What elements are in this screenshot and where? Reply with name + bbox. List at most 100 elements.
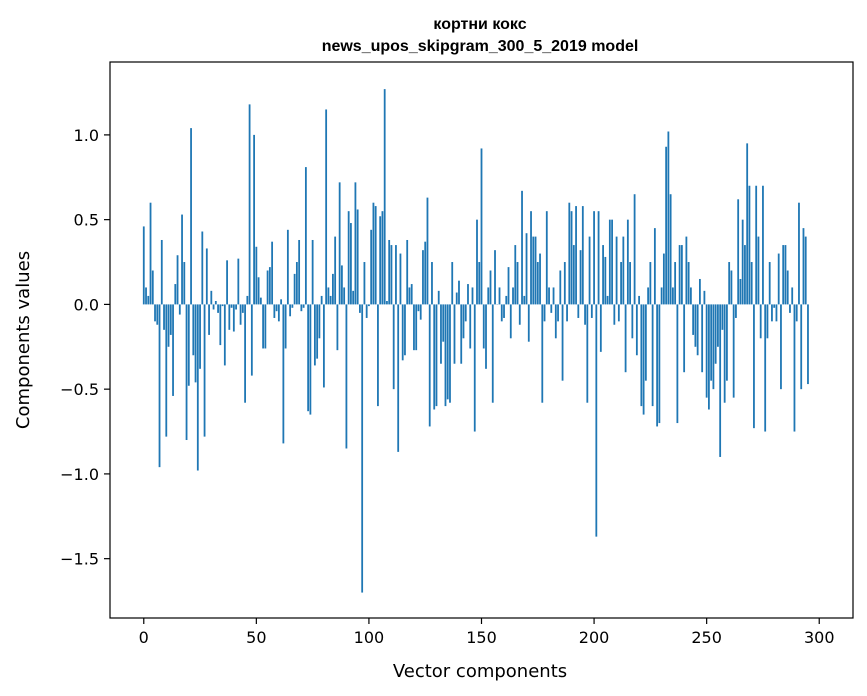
- x-tick-label: 250: [691, 628, 722, 647]
- bar: [597, 211, 600, 305]
- bar: [165, 304, 168, 437]
- bar: [487, 287, 490, 305]
- bar: [237, 258, 240, 305]
- bar: [604, 256, 607, 305]
- bar: [372, 202, 375, 305]
- bar: [327, 287, 330, 305]
- chart-title-line-1: кортни кокс: [433, 16, 526, 33]
- bar: [417, 304, 420, 312]
- y-axis-label: Components values: [13, 251, 34, 429]
- bar: [154, 304, 156, 322]
- bar: [687, 262, 690, 305]
- bar: [424, 241, 427, 305]
- bar: [485, 304, 487, 369]
- bar-series: [142, 89, 809, 593]
- bar: [217, 304, 219, 313]
- bar: [807, 304, 809, 385]
- bar: [399, 253, 402, 305]
- bar: [275, 304, 278, 312]
- bar: [302, 304, 305, 308]
- bar: [568, 202, 571, 305]
- bar: [437, 290, 440, 305]
- bar: [386, 301, 388, 305]
- bar: [313, 304, 316, 366]
- x-tick-label: 200: [579, 628, 610, 647]
- bar: [498, 287, 501, 305]
- bar: [282, 304, 285, 444]
- bar: [525, 233, 528, 305]
- bar: [656, 304, 659, 427]
- bar: [289, 304, 292, 317]
- bar: [210, 290, 213, 305]
- bar: [268, 267, 271, 305]
- bar: [480, 148, 483, 305]
- bar: [653, 228, 656, 305]
- bar: [611, 219, 613, 305]
- bar: [584, 304, 586, 325]
- bar: [665, 146, 668, 305]
- bar: [626, 219, 629, 305]
- bar: [617, 304, 620, 322]
- bar: [696, 304, 699, 356]
- bar: [539, 253, 541, 305]
- bar: [476, 219, 478, 305]
- bar: [388, 239, 391, 305]
- chart-title-line-2: news_upos_skipgram_300_5_2019 model: [322, 38, 639, 55]
- bar: [780, 304, 782, 390]
- bar: [798, 202, 800, 305]
- bar: [167, 304, 170, 347]
- bar: [762, 185, 764, 305]
- bar: [244, 304, 246, 403]
- bar: [241, 304, 244, 313]
- bar: [431, 262, 433, 305]
- bar: [239, 304, 242, 325]
- bar: [341, 265, 343, 305]
- bar: [219, 304, 222, 346]
- bar: [311, 239, 314, 305]
- bar: [642, 304, 645, 415]
- bar: [579, 250, 582, 305]
- y-tick-label: 1.0: [74, 126, 99, 145]
- bar: [717, 304, 719, 347]
- bar: [473, 304, 476, 432]
- bar: [550, 304, 553, 313]
- bar: [232, 304, 235, 332]
- bar: [784, 245, 787, 305]
- bar: [271, 241, 274, 305]
- bar: [559, 270, 562, 305]
- bar: [631, 304, 634, 339]
- bar: [343, 287, 346, 305]
- bar: [458, 280, 460, 305]
- bar: [698, 278, 701, 305]
- bar: [435, 304, 438, 407]
- bar: [674, 262, 677, 305]
- bar: [620, 262, 622, 305]
- bar: [750, 262, 753, 305]
- bar: [196, 304, 199, 471]
- bar: [570, 211, 573, 305]
- bar: [304, 167, 307, 305]
- bar: [406, 239, 409, 305]
- bar: [408, 287, 411, 305]
- bar: [230, 304, 233, 308]
- bar: [336, 304, 339, 351]
- bar: [440, 304, 442, 364]
- bar: [802, 228, 805, 305]
- bar: [735, 304, 737, 318]
- y-tick-label: 0.5: [74, 211, 99, 230]
- bar: [577, 304, 580, 318]
- bar: [757, 236, 760, 305]
- bar: [658, 304, 661, 424]
- bar: [651, 304, 654, 407]
- bar: [381, 211, 384, 305]
- bar: [361, 304, 364, 593]
- bar: [581, 206, 584, 305]
- bar: [804, 236, 807, 305]
- bar: [426, 197, 429, 305]
- bar: [608, 219, 611, 305]
- bar: [449, 304, 451, 403]
- bar: [446, 304, 449, 400]
- bar: [647, 287, 650, 305]
- bar: [442, 304, 445, 342]
